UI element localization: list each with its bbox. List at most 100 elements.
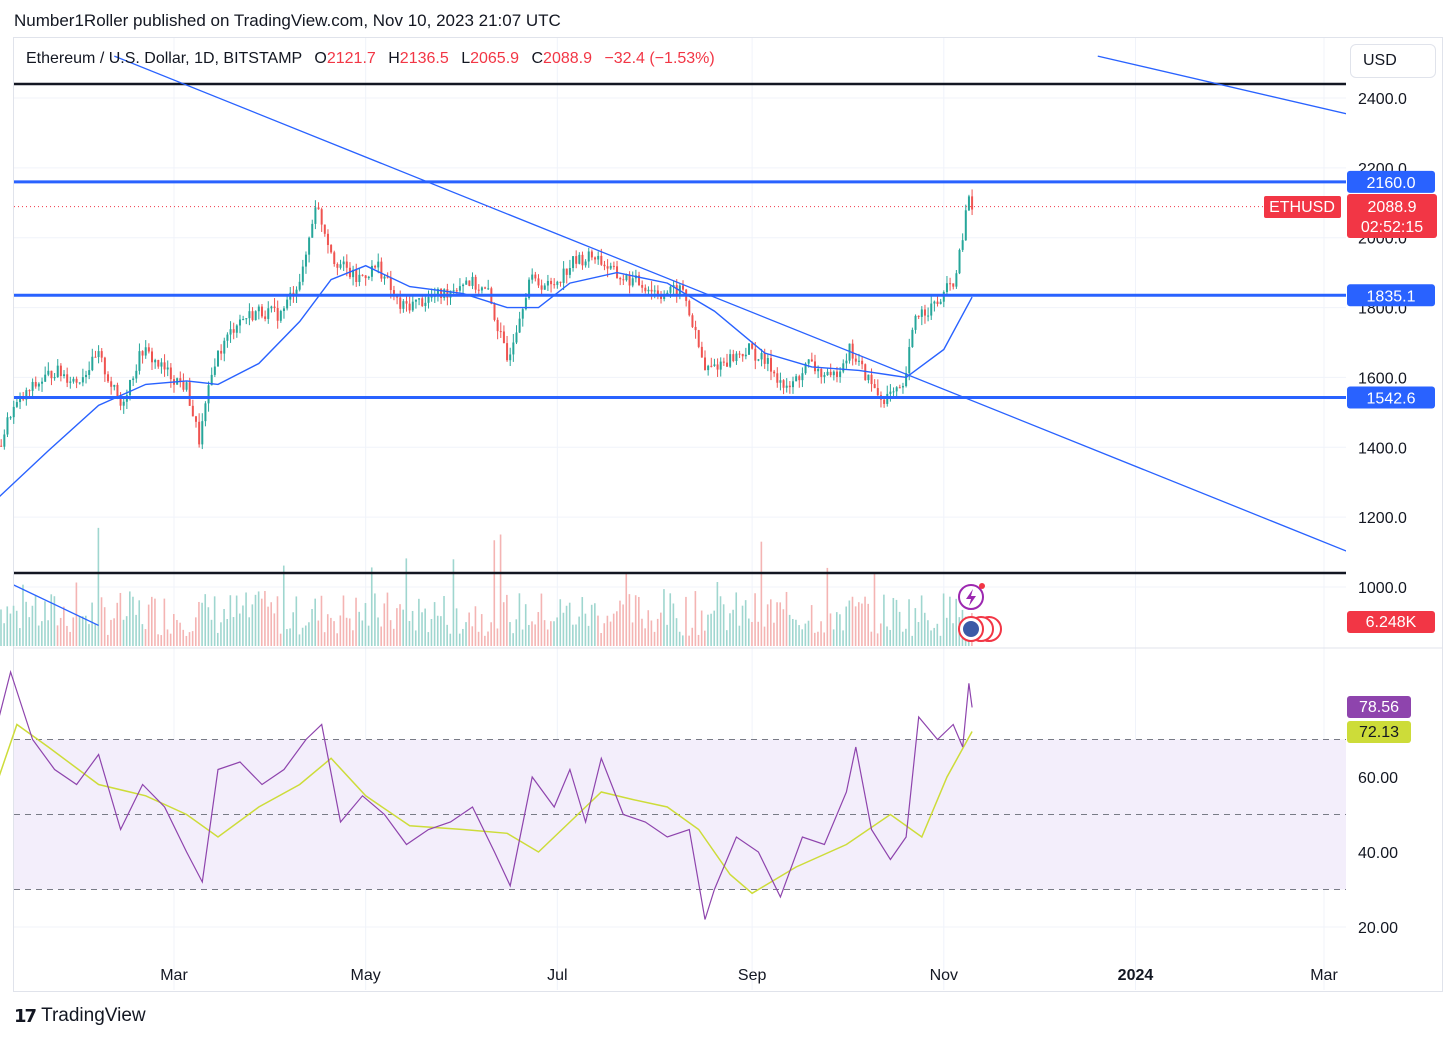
currency-button[interactable]: USD [1350,44,1436,78]
volume-bar [367,625,370,646]
volume-bar [867,603,869,646]
candle-body [556,281,559,285]
candle-body [562,268,565,283]
volume-bar [147,604,150,646]
candle-body [638,275,641,286]
volume-bar [31,605,34,646]
candle-body [194,416,197,422]
candle-body [889,391,892,394]
price-badge-countdown: 02:52:15 [1361,219,1423,236]
candle-body [726,362,729,367]
volume-bar [773,622,775,646]
candle-body [216,350,219,367]
volume-bar [345,617,348,646]
candle-body [506,343,509,361]
volume-bar [955,598,957,646]
volume-bar [873,572,876,646]
candle-body [223,340,226,354]
volume-bar [37,625,40,646]
volume-bar [606,615,609,646]
volume-bar [440,616,442,646]
candle-body [12,406,15,418]
volume-bar [163,598,166,646]
volume-bar [854,606,857,646]
volume-bar [493,540,496,646]
level-badge-label: 1835.1 [1367,288,1416,305]
volume-bar [63,606,65,646]
volume-bar [229,595,232,646]
volume-bar [411,610,414,646]
candle-body [471,276,474,286]
candle-body [465,280,468,285]
candle-body [132,378,135,381]
candle-body [113,384,116,387]
volume-bar [848,600,851,646]
candle-body [744,354,747,357]
volume-bar [59,617,62,646]
tradingview-brand[interactable]: TradingView [41,1005,146,1026]
candle-body [710,365,713,367]
candle-body [854,358,857,362]
candle-body [210,374,213,386]
volume-bar [210,619,213,646]
candle-body [955,273,958,287]
volume-bar [194,617,197,646]
price-axis-tick: 1200.0 [1358,510,1407,527]
candle-body [628,274,631,286]
volume-bar [939,635,942,646]
candle-body [867,374,870,381]
volume-bar [358,611,360,646]
candle-body [751,343,754,349]
volume-bar [603,623,606,646]
volume-bar [936,623,939,646]
candle-body [19,396,22,403]
volume-bar [568,602,571,646]
ohlc-legend: Ethereum / U.S. Dollar, 1D, BITSTAMP O21… [26,50,723,68]
candle-body [644,287,647,292]
volume-bar [446,624,448,646]
footer: 17 TradingView [14,1005,146,1027]
volume-badge [1347,611,1435,633]
candle-body [151,351,154,363]
volume-bar [785,591,788,646]
candle-body [345,261,348,268]
volume-bar [879,623,882,646]
candle-body [323,224,326,234]
candle-body [81,377,84,383]
candle-body [622,279,625,281]
volume-bar [314,598,316,646]
candle-body [78,382,81,384]
volume-bar [933,627,935,646]
volume-bar [66,625,68,646]
symbol-title[interactable]: Ethereum / U.S. Dollar, 1D, BITSTAMP [26,50,302,67]
candle-body [440,288,443,298]
volume-bar [584,613,587,646]
candle-body [179,378,182,382]
candle-body [826,371,829,376]
candle-body [782,380,785,388]
volume-bar [6,606,9,646]
candle-body [518,318,521,333]
candle-body [264,316,267,319]
volume-bar [839,614,841,646]
candle-body [41,381,44,384]
time-axis-tick: Jul [547,967,567,984]
lightning-glyph-icon [966,589,976,606]
candle-body [270,306,273,309]
candle-body [713,364,716,366]
volume-bar [232,617,235,646]
volume-bar [348,618,351,646]
volume-bar [248,617,251,646]
candle-body [967,196,970,211]
volume-bar [795,619,797,646]
candle-body [823,375,826,377]
candle-body [550,280,553,285]
candle-body [248,311,251,319]
candle-body [276,308,279,321]
volume-bar [355,597,357,646]
candle-body [546,280,549,286]
volume-bar [220,622,222,646]
candle-body [138,351,141,371]
volume-bar [257,591,260,646]
